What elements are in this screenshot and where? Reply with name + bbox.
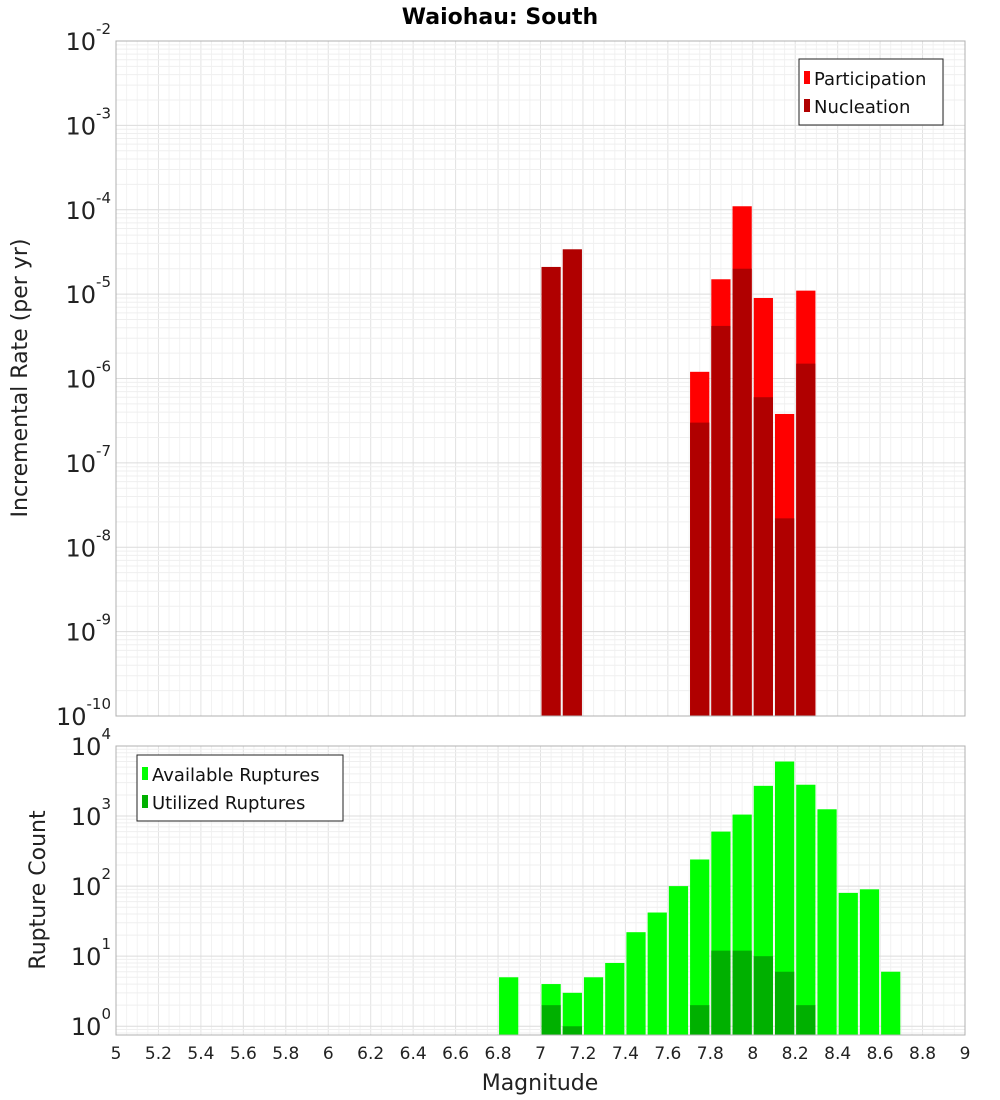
x-tick-label: 6.6 bbox=[442, 1044, 469, 1064]
x-tick-label: 9 bbox=[960, 1044, 971, 1064]
nucleation-bar bbox=[774, 518, 795, 716]
rupture-count-plot: 100 101 102 103 104 5 5.2 5.4 5.6 5.8 6 6.2 6.4 6.6 6… bbox=[26, 725, 970, 1096]
x-tick-label: 8.8 bbox=[909, 1044, 936, 1064]
legend-swatch bbox=[142, 767, 148, 780]
x-tick-label: 5.2 bbox=[145, 1044, 172, 1064]
available-ruptures-bar bbox=[626, 932, 646, 1035]
bottom-legend: Available Ruptures Utilized Ruptures bbox=[136, 754, 344, 822]
bottom-plot-bars bbox=[499, 761, 901, 1035]
legend-swatch bbox=[142, 795, 148, 808]
y-tick-label: 104 bbox=[71, 725, 111, 761]
utilized-ruptures-bar bbox=[732, 950, 752, 1035]
y-tick-label: 10-9 bbox=[65, 611, 111, 647]
top-plot-frame bbox=[115, 40, 966, 717]
y-tick-label: 10-3 bbox=[65, 104, 111, 140]
x-tick-label: 8 bbox=[747, 1044, 758, 1064]
y-tick-label: 10-8 bbox=[65, 526, 111, 562]
legend-entry: Participation bbox=[814, 69, 926, 90]
x-tick-label: 6.8 bbox=[485, 1044, 512, 1064]
bottom-y-tick-labels: 100 101 102 103 104 bbox=[71, 725, 111, 1041]
available-ruptures-bar bbox=[796, 784, 816, 1035]
utilized-ruptures-bar bbox=[711, 950, 731, 1035]
x-axis-label: Magnitude bbox=[482, 1071, 599, 1096]
x-tick-label: 7.2 bbox=[569, 1044, 596, 1064]
utilized-ruptures-bar bbox=[753, 956, 773, 1035]
legend-swatch bbox=[804, 99, 810, 112]
x-tick-label: 5.8 bbox=[272, 1044, 299, 1064]
top-legend: Participation Nucleation bbox=[798, 58, 944, 126]
x-tick-label: 5.6 bbox=[230, 1044, 257, 1064]
x-tick-label: 7 bbox=[535, 1044, 546, 1064]
nucleation-bar bbox=[796, 363, 816, 716]
utilized-ruptures-bar bbox=[541, 1005, 561, 1035]
y-tick-label: 10-7 bbox=[65, 442, 111, 478]
nucleation-bar bbox=[690, 422, 710, 716]
legend-box bbox=[136, 754, 344, 822]
bottom-y-axis-label: Rupture Count bbox=[26, 810, 51, 970]
available-ruptures-bar bbox=[668, 886, 689, 1035]
nucleation-bar bbox=[562, 249, 582, 716]
y-tick-label: 10-2 bbox=[65, 20, 111, 56]
y-tick-label: 10-10 bbox=[56, 695, 111, 731]
nucleation-bar bbox=[732, 268, 752, 716]
top-plot-grid bbox=[115, 40, 966, 717]
y-tick-label: 101 bbox=[71, 935, 111, 971]
incremental-rate-plot: 10-10 10-9 10-8 10-7 10-6 10-5 10-4 10-3 10-2 In… bbox=[8, 20, 966, 731]
legend-box bbox=[798, 58, 944, 126]
available-ruptures-bar bbox=[605, 962, 625, 1035]
available-ruptures-bar bbox=[562, 992, 582, 1035]
x-tick-label: 7.8 bbox=[697, 1044, 724, 1064]
x-tick-label: 8.2 bbox=[782, 1044, 809, 1064]
x-tick-label: 8.6 bbox=[867, 1044, 894, 1064]
legend-entry: Nucleation bbox=[814, 97, 910, 118]
utilized-ruptures-bar bbox=[690, 1005, 710, 1035]
y-tick-label: 10-4 bbox=[65, 189, 111, 225]
utilized-ruptures-bar bbox=[774, 971, 795, 1035]
y-tick-label: 103 bbox=[71, 795, 111, 831]
nucleation-bar bbox=[541, 266, 561, 716]
top-plot-bars bbox=[541, 206, 816, 716]
top-y-tick-labels: 10-10 10-9 10-8 10-7 10-6 10-5 10-4 10-3 10-2 bbox=[56, 20, 111, 731]
legend-swatch bbox=[804, 71, 810, 84]
x-tick-label: 6 bbox=[323, 1044, 334, 1064]
y-tick-label: 10-6 bbox=[65, 358, 111, 394]
x-tick-label: 5 bbox=[111, 1044, 122, 1064]
available-ruptures-bar bbox=[881, 971, 901, 1035]
available-ruptures-bar bbox=[499, 977, 519, 1035]
legend-entry: Available Ruptures bbox=[152, 765, 320, 786]
x-tick-label: 5.4 bbox=[187, 1044, 214, 1064]
y-tick-label: 100 bbox=[71, 1005, 111, 1041]
bottom-plot-frame bbox=[115, 745, 966, 1036]
available-ruptures-bar bbox=[774, 761, 795, 1035]
legend-entry: Utilized Ruptures bbox=[152, 793, 305, 814]
chart-title: Waiohau: South bbox=[402, 5, 598, 30]
x-tick-label: 7.4 bbox=[612, 1044, 639, 1064]
x-tick-label: 7.6 bbox=[654, 1044, 681, 1064]
nucleation-bar bbox=[711, 325, 731, 716]
utilized-ruptures-bar bbox=[562, 1026, 582, 1035]
available-ruptures-bar bbox=[859, 889, 880, 1035]
y-tick-label: 102 bbox=[71, 865, 111, 901]
utilized-ruptures-bar bbox=[796, 1005, 816, 1035]
nucleation-bar bbox=[753, 397, 773, 716]
x-tick-label: 8.4 bbox=[824, 1044, 851, 1064]
available-ruptures-bar bbox=[583, 977, 604, 1035]
x-tick-label: 6.4 bbox=[400, 1044, 427, 1064]
x-tick-label: 6.2 bbox=[357, 1044, 384, 1064]
y-tick-label: 10-5 bbox=[65, 273, 111, 309]
x-tick-labels: 5 5.2 5.4 5.6 5.8 6 6.2 6.4 6.6 6.8 7 7.2 7.4 7.6 7.8 8… bbox=[111, 1044, 971, 1064]
top-y-axis-label: Incremental Rate (per yr) bbox=[8, 239, 33, 518]
available-ruptures-bar bbox=[817, 809, 837, 1035]
available-ruptures-bar bbox=[647, 912, 667, 1035]
available-ruptures-bar bbox=[838, 892, 858, 1035]
available-ruptures-bar bbox=[690, 859, 710, 1035]
